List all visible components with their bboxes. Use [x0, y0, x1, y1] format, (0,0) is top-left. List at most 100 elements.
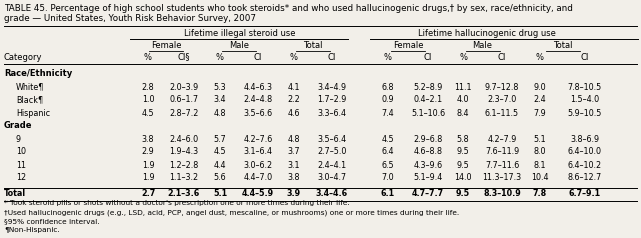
Text: 2.9–6.8: 2.9–6.8 [413, 134, 443, 144]
Text: White¶: White¶ [16, 83, 44, 91]
Text: Black¶: Black¶ [16, 95, 43, 104]
Text: 1.9–4.3: 1.9–4.3 [169, 148, 199, 157]
Text: 2.8–7.2: 2.8–7.2 [169, 109, 199, 118]
Text: 1.0: 1.0 [142, 95, 154, 104]
Text: 10.4: 10.4 [531, 174, 549, 183]
Text: 4.7–7.7: 4.7–7.7 [412, 189, 444, 198]
Text: 6.7–9.1: 6.7–9.1 [569, 189, 601, 198]
Text: %: % [216, 53, 224, 61]
Text: 5.7: 5.7 [213, 134, 226, 144]
Text: Category: Category [4, 53, 42, 61]
Text: 3.5–6.6: 3.5–6.6 [244, 109, 272, 118]
Text: 2.8: 2.8 [142, 83, 154, 91]
Text: 4.2–7.9: 4.2–7.9 [487, 134, 517, 144]
Text: 6.8: 6.8 [382, 83, 394, 91]
Text: 4.5: 4.5 [142, 109, 154, 118]
Text: Race/Ethnicity: Race/Ethnicity [4, 69, 72, 79]
Text: 4.6: 4.6 [288, 109, 300, 118]
Text: 5.1–9.4: 5.1–9.4 [413, 174, 443, 183]
Text: Total: Total [553, 41, 572, 50]
Text: 1.7–2.9: 1.7–2.9 [317, 95, 347, 104]
Text: Lifetime hallucinogenic drug use: Lifetime hallucinogenic drug use [417, 29, 556, 38]
Text: CI: CI [581, 53, 589, 61]
Text: 12: 12 [16, 174, 26, 183]
Text: 8.6–12.7: 8.6–12.7 [568, 174, 602, 183]
Text: CI: CI [424, 53, 432, 61]
Text: 3.8: 3.8 [142, 134, 154, 144]
Text: 5.3: 5.3 [213, 83, 226, 91]
Text: 3.0–6.2: 3.0–6.2 [244, 160, 272, 169]
Text: 5.1–10.6: 5.1–10.6 [411, 109, 445, 118]
Text: 3.1: 3.1 [288, 160, 300, 169]
Text: 4.8: 4.8 [288, 134, 300, 144]
Text: 1.1–3.2: 1.1–3.2 [169, 174, 199, 183]
Text: Male: Male [472, 41, 492, 50]
Text: %: % [536, 53, 544, 61]
Text: 7.7–11.6: 7.7–11.6 [485, 160, 519, 169]
Text: 2.3–7.0: 2.3–7.0 [487, 95, 517, 104]
Text: 14.0: 14.0 [454, 174, 472, 183]
Text: 3.5–6.4: 3.5–6.4 [317, 134, 347, 144]
Text: 5.8: 5.8 [456, 134, 469, 144]
Text: 4.4–5.9: 4.4–5.9 [242, 189, 274, 198]
Text: 8.4: 8.4 [457, 109, 469, 118]
Text: %: % [290, 53, 298, 61]
Text: grade — United States, Youth Risk Behavior Survey, 2007: grade — United States, Youth Risk Behavi… [4, 14, 256, 23]
Text: 9.5: 9.5 [456, 148, 469, 157]
Text: CI§: CI§ [178, 53, 190, 61]
Text: 2.4–6.0: 2.4–6.0 [169, 134, 199, 144]
Text: 3.3–6.4: 3.3–6.4 [317, 109, 347, 118]
Text: 3.8–6.9: 3.8–6.9 [570, 134, 599, 144]
Text: 11.1: 11.1 [454, 83, 472, 91]
Text: CI: CI [498, 53, 506, 61]
Text: Female: Female [393, 41, 423, 50]
Text: * Took steroid pills or shots without a doctor’s prescription one or more times : * Took steroid pills or shots without a … [4, 200, 350, 206]
Text: %: % [384, 53, 392, 61]
Text: 3.8: 3.8 [288, 174, 300, 183]
Text: 0.9: 0.9 [381, 95, 394, 104]
Text: 6.5: 6.5 [381, 160, 394, 169]
Text: 7.0: 7.0 [381, 174, 394, 183]
Text: 6.1: 6.1 [381, 189, 395, 198]
Text: %: % [459, 53, 467, 61]
Text: †Used hallucinogenic drugs (e.g., LSD, acid, PCP, angel dust, mescaline, or mush: †Used hallucinogenic drugs (e.g., LSD, a… [4, 209, 459, 215]
Text: 7.9: 7.9 [533, 109, 546, 118]
Text: Grade: Grade [4, 122, 33, 130]
Text: 3.7: 3.7 [288, 148, 301, 157]
Text: 3.1–6.4: 3.1–6.4 [244, 148, 272, 157]
Text: 4.0: 4.0 [457, 95, 469, 104]
Text: 2.4–4.8: 2.4–4.8 [244, 95, 272, 104]
Text: 3.4–4.9: 3.4–4.9 [317, 83, 347, 91]
Text: 4.5: 4.5 [381, 134, 394, 144]
Text: 11.3–17.3: 11.3–17.3 [483, 174, 522, 183]
Text: 2.9: 2.9 [142, 148, 154, 157]
Text: CI: CI [254, 53, 262, 61]
Text: 9.5: 9.5 [456, 189, 470, 198]
Text: 0.4–2.1: 0.4–2.1 [413, 95, 442, 104]
Text: 2.7–5.0: 2.7–5.0 [317, 148, 347, 157]
Text: 4.4: 4.4 [213, 160, 226, 169]
Text: 4.3–9.6: 4.3–9.6 [413, 160, 442, 169]
Text: 8.3–10.9: 8.3–10.9 [483, 189, 521, 198]
Text: 8.0: 8.0 [534, 148, 546, 157]
Text: 5.2–8.9: 5.2–8.9 [413, 83, 443, 91]
Text: 1.5–4.0: 1.5–4.0 [570, 95, 599, 104]
Text: Total: Total [4, 189, 26, 198]
Text: 8.1: 8.1 [534, 160, 546, 169]
Text: 3.4–4.6: 3.4–4.6 [316, 189, 348, 198]
Text: 6.4–10.2: 6.4–10.2 [568, 160, 602, 169]
Text: 1.9: 1.9 [142, 174, 154, 183]
Text: 4.4–7.0: 4.4–7.0 [244, 174, 272, 183]
Text: 5.9–10.5: 5.9–10.5 [568, 109, 602, 118]
Text: 5.1: 5.1 [534, 134, 546, 144]
Text: 3.0–4.7: 3.0–4.7 [317, 174, 347, 183]
Text: ¶Non-Hispanic.: ¶Non-Hispanic. [4, 227, 60, 233]
Text: 1.2–2.8: 1.2–2.8 [169, 160, 199, 169]
Text: %: % [144, 53, 152, 61]
Text: 2.7: 2.7 [141, 189, 155, 198]
Text: 9: 9 [16, 134, 21, 144]
Text: 4.1: 4.1 [288, 83, 300, 91]
Text: 1.9: 1.9 [142, 160, 154, 169]
Text: 7.8: 7.8 [533, 189, 547, 198]
Text: TABLE 45. Percentage of high school students who took steroids* and who used hal: TABLE 45. Percentage of high school stud… [4, 4, 573, 13]
